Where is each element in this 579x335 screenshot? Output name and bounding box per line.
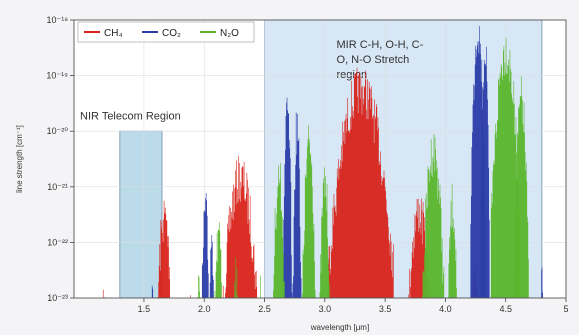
band-n2o bbox=[273, 162, 285, 298]
band-n2o bbox=[234, 257, 238, 298]
band-co2 bbox=[209, 235, 214, 298]
x-tick-label: 1.5 bbox=[138, 304, 151, 314]
y-axis-label: line strength [cm⁻¹] bbox=[15, 125, 24, 193]
band-n2o bbox=[319, 167, 331, 298]
band-n2o bbox=[447, 183, 457, 298]
region-label: NIR Telecom Region bbox=[80, 111, 181, 123]
region-box bbox=[119, 130, 163, 299]
x-tick-label: 4.5 bbox=[499, 304, 512, 314]
x-tick-label: 4.0 bbox=[439, 304, 452, 314]
plot-frame bbox=[73, 19, 567, 299]
y-tick-label: 10⁻²² bbox=[47, 237, 68, 247]
legend-box bbox=[77, 21, 255, 43]
band-co2 bbox=[480, 46, 490, 298]
band-ch4 bbox=[157, 200, 170, 298]
region-label: O, N-O Stretch bbox=[337, 54, 410, 66]
band-co2 bbox=[201, 193, 209, 298]
y-tick-label: 10⁻²¹ bbox=[47, 182, 68, 192]
x-tick-label: 2.0 bbox=[198, 304, 211, 314]
band-n2o bbox=[422, 134, 445, 298]
band-ch4 bbox=[222, 155, 258, 298]
band-n2o bbox=[514, 76, 529, 298]
axes-layer: 1.5 2.0 2.5 3.0 3.5 4.0 4.5 5 10⁻²³ 10⁻²² 10⁻²¹ 10⁻… bbox=[46, 15, 568, 314]
region-label: MIR C-H, O-H, C- bbox=[337, 39, 424, 51]
legend-label-n2o: N₂O bbox=[220, 28, 239, 39]
y-tick-label: 10⁻²⁰ bbox=[47, 126, 69, 136]
y-tick-label: 10⁻¹⁸ bbox=[46, 15, 68, 25]
x-tick-label: 5 bbox=[563, 304, 568, 314]
legend-label-ch4: CH₄ bbox=[104, 28, 123, 39]
x-tick-label: 3.0 bbox=[319, 304, 332, 314]
x-axis-label: wavelength [μm] bbox=[310, 323, 369, 332]
band-n2o bbox=[302, 125, 316, 298]
band-layer bbox=[102, 25, 543, 298]
x-tick-label: 2.5 bbox=[258, 304, 271, 314]
band-co2 bbox=[541, 266, 543, 298]
band-n2o bbox=[197, 275, 200, 298]
band-co2 bbox=[151, 285, 154, 298]
y-tick-label: 10⁻²³ bbox=[47, 293, 68, 303]
x-tick-label: 3.5 bbox=[379, 304, 392, 314]
region-label: region bbox=[337, 69, 368, 81]
legend: CH₄ CO₂ N₂O bbox=[77, 21, 255, 43]
band-co2 bbox=[282, 97, 293, 298]
legend-label-co2: CO₂ bbox=[162, 28, 181, 39]
y-tick-label: 10⁻¹⁹ bbox=[46, 71, 68, 81]
band-co2 bbox=[292, 112, 302, 298]
